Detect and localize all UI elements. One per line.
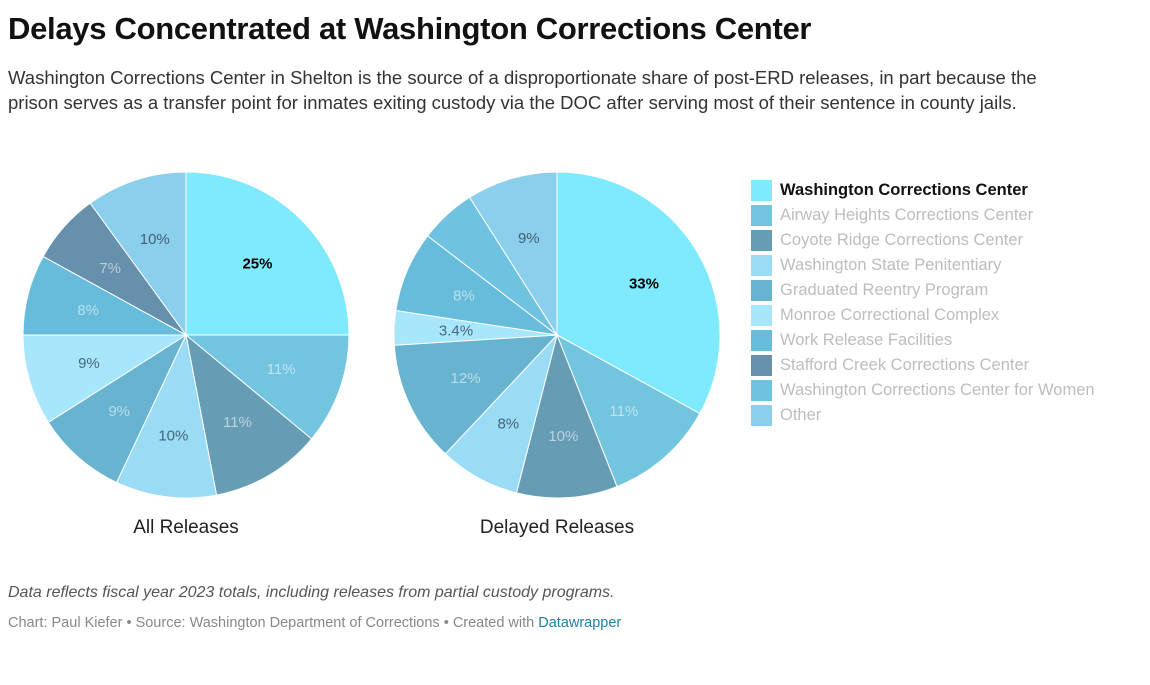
legend-item[interactable]: Monroe Correctional Complex [751, 303, 1095, 328]
legend-label: Washington Corrections Center [780, 181, 1028, 199]
pie-slice[interactable] [393, 334, 559, 455]
slice-label: 11% [223, 414, 252, 431]
slice-label: 10% [140, 231, 170, 248]
slice-label: 10% [548, 428, 578, 445]
pie-slice[interactable] [468, 171, 558, 337]
legend-swatch [751, 355, 772, 376]
slice-label: 9% [78, 355, 100, 372]
legend-label: Coyote Ridge Corrections Center [780, 231, 1024, 249]
slice-label: 10% [158, 427, 188, 444]
pie-slice[interactable] [556, 171, 721, 415]
legend-item[interactable]: Stafford Creek Corrections Center [751, 353, 1095, 378]
chart-subtitle: Washington Corrections Center in Shelton… [8, 67, 1037, 113]
pie-slice[interactable] [515, 333, 618, 499]
legend-swatch [751, 405, 772, 426]
legend-item[interactable]: Graduated Reentry Program [751, 278, 1095, 303]
pie-slice[interactable] [22, 334, 188, 424]
legend-label: Monroe Correctional Complex [780, 306, 1000, 324]
slice-label: 11% [267, 361, 296, 378]
pie-slice[interactable] [184, 334, 350, 440]
legend-item[interactable]: Coyote Ridge Corrections Center [751, 228, 1095, 253]
slice-label: 3.4% [439, 323, 473, 340]
pie-slice[interactable] [185, 171, 350, 336]
legend-label: Graduated Reentry Program [780, 281, 989, 299]
pie-slice[interactable] [89, 171, 187, 337]
legend-item[interactable]: Work Release Facilities [751, 328, 1095, 353]
slice-label: 8% [453, 287, 475, 304]
legend-swatch [751, 380, 772, 401]
slice-label: 8% [497, 416, 519, 433]
slice-label: 9% [518, 230, 540, 247]
slice-label: 12% [451, 370, 481, 387]
pie-caption-delayed-releases: Delayed Releases [480, 517, 634, 538]
datawrapper-link[interactable]: Datawrapper [538, 615, 622, 631]
legend-swatch [751, 180, 772, 201]
pie-slice[interactable] [47, 333, 188, 484]
legend-swatch [751, 330, 772, 351]
legend-label: Airway Heights Corrections Center [780, 206, 1034, 224]
slice-label: 25% [242, 256, 272, 273]
legend-swatch [751, 305, 772, 326]
legend-label: Washington Corrections Center for Women [780, 381, 1095, 399]
legend-item[interactable]: Washington State Penitentiary [751, 253, 1095, 278]
credit-text: Chart: Paul Kiefer • Source: Washington … [8, 615, 539, 631]
legend-label: Other [780, 406, 822, 424]
slice-label: 8% [77, 302, 99, 319]
pie-slice[interactable] [185, 333, 313, 496]
chart-footer: Chart: Paul Kiefer • Source: Washington … [8, 615, 621, 631]
pie-caption-all-releases: All Releases [133, 517, 239, 538]
pie-delayed-releases: 33% 11% 10% 8% 12% 3.4% 8% 9% [393, 171, 721, 499]
pie-charts: 25% 11% 11% 10% 9% 9% 8% 7% 10% 33% 11% 10% 8% 12% 3.… [22, 171, 721, 538]
pie-all-releases: 25% 11% 11% 10% 9% 9% 8% 7% 10% [22, 171, 350, 499]
legend-label: Washington State Penitentiary [780, 256, 1002, 274]
legend-item[interactable]: Other [751, 403, 1095, 428]
legend-swatch [751, 230, 772, 251]
slice-label: 7% [99, 260, 121, 277]
slice-label: 33% [629, 276, 659, 293]
slice-label: 9% [108, 403, 130, 420]
legend-item[interactable]: Washington Corrections Center for Women [751, 378, 1095, 403]
legend-label: Stafford Creek Corrections Center [780, 356, 1030, 374]
legend-label: Work Release Facilities [780, 331, 953, 349]
legend-swatch [751, 280, 772, 301]
legend-item[interactable]: Washington Corrections Center [751, 178, 1095, 203]
legend: Washington Corrections Center Airway Hei… [751, 178, 1095, 428]
chart-title: Delays Concentrated at Washington Correc… [8, 11, 812, 46]
chart-notes: Data reflects fiscal year 2023 totals, i… [8, 584, 615, 601]
legend-swatch [751, 205, 772, 226]
legend-swatch [751, 255, 772, 276]
slice-label: 11% [609, 403, 638, 420]
pie-slice[interactable] [556, 333, 701, 488]
legend-item[interactable]: Airway Heights Corrections Center [751, 203, 1095, 228]
pie-slice[interactable] [115, 333, 218, 499]
